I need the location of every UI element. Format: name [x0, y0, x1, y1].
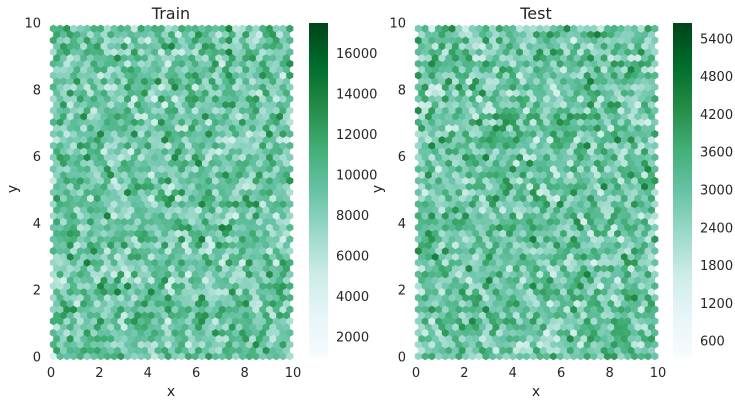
x-tick-label: 10: [650, 366, 667, 381]
test-title: Test: [519, 4, 552, 23]
colorbar-gradient: [673, 23, 692, 357]
x-tick-label: 0: [47, 366, 55, 381]
colorbar-tick-label: 2000: [336, 330, 369, 345]
x-tick-label: 0: [412, 366, 420, 381]
colorbar-tick-label: 4200: [700, 108, 733, 123]
y-tick-label: 8: [33, 83, 41, 98]
train-x-label: x: [167, 384, 175, 400]
test-x-label: x: [532, 384, 540, 400]
colorbar-gradient: [309, 23, 328, 357]
test-colorbar: 600 1200 1800 2400 3000 3600 4200 4800 5400: [673, 23, 733, 357]
colorbar-tick-label: 3600: [700, 146, 733, 161]
train-y-label: y: [5, 185, 21, 193]
test-y-ticks: 0 2 4 6 8 10: [389, 17, 406, 366]
colorbar-tick-label: 16000: [336, 47, 377, 62]
x-tick-label: 6: [192, 366, 200, 381]
y-tick-label: 2: [33, 284, 41, 299]
x-tick-label: 4: [509, 366, 517, 381]
colorbar-tick-label: 6000: [336, 249, 369, 264]
colorbar-tick-label: 5400: [700, 32, 733, 47]
colorbar-tick-label: 10000: [336, 168, 377, 183]
test-hexbin: [414, 24, 659, 361]
colorbar-tick-label: 1800: [700, 259, 733, 274]
test-x-ticks: 0 2 4 6 8 10: [412, 366, 666, 381]
y-tick-label: 6: [398, 150, 406, 165]
x-tick-label: 8: [240, 366, 248, 381]
y-tick-label: 4: [33, 217, 41, 232]
colorbar-tick-label: 600: [700, 335, 725, 350]
train-y-ticks: 0 2 4 6 8 10: [24, 17, 41, 366]
colorbar-tick-label: 2400: [700, 221, 733, 236]
x-tick-label: 4: [144, 366, 152, 381]
train-colorbar: 2000 4000 6000 8000 10000 12000 14000 16000: [309, 23, 377, 357]
test-y-label: y: [370, 185, 386, 193]
test-panel: Test 0 2 4 6 8 10 0 2 4 6 8 10 x y 600 1200 1800 2400…: [370, 4, 733, 400]
colorbar-tick-label: 4800: [700, 70, 733, 85]
y-tick-label: 4: [398, 217, 406, 232]
colorbar-tick-label: 3000: [700, 184, 733, 199]
colorbar-tick-label: 14000: [336, 87, 377, 102]
y-tick-label: 10: [24, 17, 41, 32]
x-tick-label: 2: [95, 366, 103, 381]
y-tick-label: 0: [33, 351, 41, 366]
y-tick-label: 0: [398, 351, 406, 366]
hex-bin: [286, 24, 294, 33]
colorbar-tick-label: 1200: [700, 297, 733, 312]
x-tick-label: 10: [285, 366, 302, 381]
y-tick-label: 8: [398, 83, 406, 98]
colorbar-tick-label: 12000: [336, 128, 377, 143]
x-tick-label: 8: [605, 366, 613, 381]
y-tick-label: 10: [389, 17, 406, 32]
x-tick-label: 6: [557, 366, 565, 381]
colorbar-tick-label: 8000: [336, 209, 369, 224]
x-tick-label: 2: [460, 366, 468, 381]
y-tick-label: 2: [398, 284, 406, 299]
y-tick-label: 6: [33, 150, 41, 165]
train-panel: Train 0 2 4 6 8 10 0 2 4 6 8 10 x y 2000 4000 6000 80…: [5, 4, 377, 400]
colorbar-tick-label: 4000: [336, 290, 369, 305]
hex-bin: [651, 24, 659, 33]
train-x-ticks: 0 2 4 6 8 10: [47, 366, 301, 381]
train-hexbin: [49, 24, 294, 361]
train-title: Train: [151, 4, 190, 23]
